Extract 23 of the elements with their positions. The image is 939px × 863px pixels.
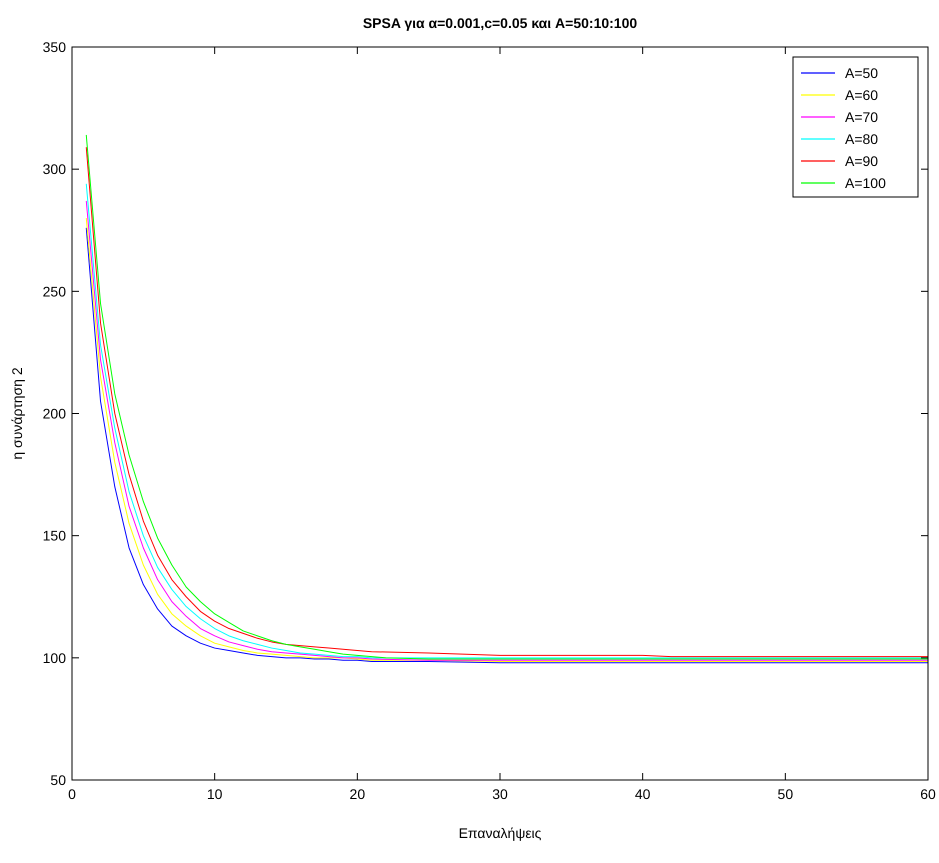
x-tick-label: 50 (778, 786, 794, 802)
legend-label: A=50 (845, 65, 878, 81)
x-tick-label: 20 (350, 786, 366, 802)
legend-label: A=90 (845, 153, 878, 169)
legend-label: A=80 (845, 131, 878, 147)
y-tick-label: 300 (42, 161, 66, 178)
x-tick-label: 30 (492, 786, 508, 802)
y-tick-label: 100 (42, 650, 66, 666)
y-tick-label: 250 (42, 283, 66, 300)
x-axis-title: Επαναλήψεις (458, 825, 542, 841)
y-tick-label: 350 (42, 39, 66, 55)
y-tick-label: 200 (42, 406, 66, 422)
x-tick-label: 0 (68, 786, 76, 802)
y-axis-title: η συνάρτηση 2 (9, 367, 25, 460)
x-tick-label: 60 (920, 786, 936, 802)
legend-label: A=100 (845, 175, 886, 191)
y-tick-label: 150 (42, 528, 66, 544)
x-tick-label: 40 (634, 786, 651, 802)
x-tick-label: 10 (206, 786, 223, 802)
chart-title: SPSA για α=0.001,c=0.05 και A=50:10:100 (362, 15, 638, 31)
legend-label: A=70 (845, 109, 878, 125)
legend-label: A=60 (845, 87, 878, 103)
y-tick-label: 50 (50, 772, 66, 788)
